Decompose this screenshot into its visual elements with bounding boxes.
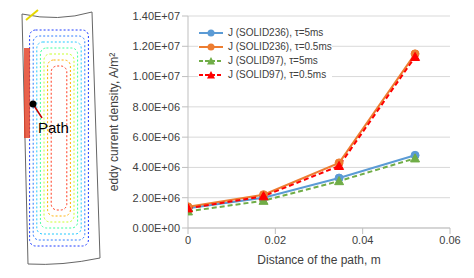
html-text:J (SOLID97), τ=0.5ms: J (SOLID97), τ=0.5ms [228,69,327,80]
svg-text:Distance of the path, m: Distance of the path, m [257,253,380,267]
html-text:J (SOLID236), τ=0.5ms: J (SOLID236), τ=0.5ms [228,41,332,52]
svg-text:eddy current density, A/m²: eddy current density, A/m² [108,53,121,192]
svg-text:0.02: 0.02 [265,234,286,246]
svg-text:1.40E+07: 1.40E+07 [133,10,180,22]
svg-text:1.00E+07: 1.00E+07 [133,70,180,82]
html-text:J (SOLID236), τ=5ms: J (SOLID236), τ=5ms [228,27,324,38]
svg-text:4.00E+06: 4.00E+06 [133,161,180,173]
svg-text:2.00E+06: 2.00E+06 [133,192,180,204]
svg-text:6.00E+06: 6.00E+06 [133,131,180,143]
svg-text:8.00E+06: 8.00E+06 [133,101,180,113]
svg-text:1.20E+07: 1.20E+07 [133,40,180,52]
html-text:J (SOLID97), τ=5ms: J (SOLID97), τ=5ms [228,55,318,66]
svg-text:0.04: 0.04 [352,234,373,246]
svg-text:0: 0 [185,234,191,246]
svg-text:0.00E+00: 0.00E+00 [133,222,180,234]
svg-text:Path: Path [38,119,69,136]
svg-text:0.06: 0.06 [439,234,460,246]
